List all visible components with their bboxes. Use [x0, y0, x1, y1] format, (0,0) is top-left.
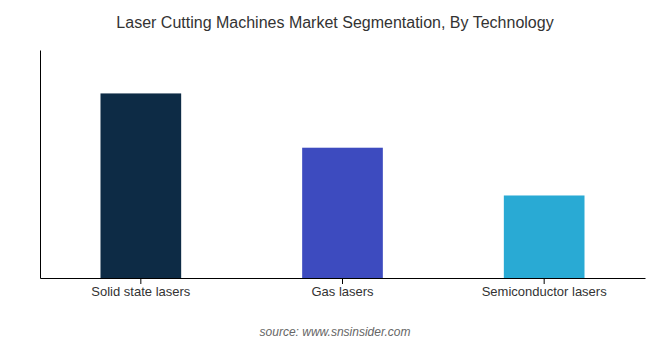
x-tick-label: Gas lasers — [311, 284, 374, 299]
title: Laser Cutting Machines Market Segmentati… — [116, 14, 553, 31]
bar — [302, 148, 383, 278]
x-tick: Gas lasers — [311, 278, 374, 299]
bar — [504, 195, 585, 278]
annotation: source: www.snsinsider.com — [260, 325, 411, 339]
x-tick-mark — [544, 278, 545, 284]
chart: Solid state lasers Gas lasers Semiconducto… — [0, 0, 670, 350]
y-axis-line — [40, 51, 41, 279]
plot-area: Solid state lasers Gas lasers Semiconducto… — [41, 51, 646, 300]
x-tick-label: Semiconductor lasers — [482, 284, 607, 299]
x-tick-label: Solid state lasers — [91, 284, 190, 299]
bars — [101, 93, 585, 278]
x-tick: Semiconductor lasers — [482, 278, 607, 299]
x-tick: Solid state lasers — [91, 278, 190, 299]
x-tick-mark — [140, 278, 141, 284]
bar — [101, 93, 182, 278]
x-tick-mark — [342, 278, 343, 284]
x-axis: Solid state lasers Gas lasers Semiconducto… — [41, 278, 646, 299]
y-axis — [40, 51, 41, 279]
